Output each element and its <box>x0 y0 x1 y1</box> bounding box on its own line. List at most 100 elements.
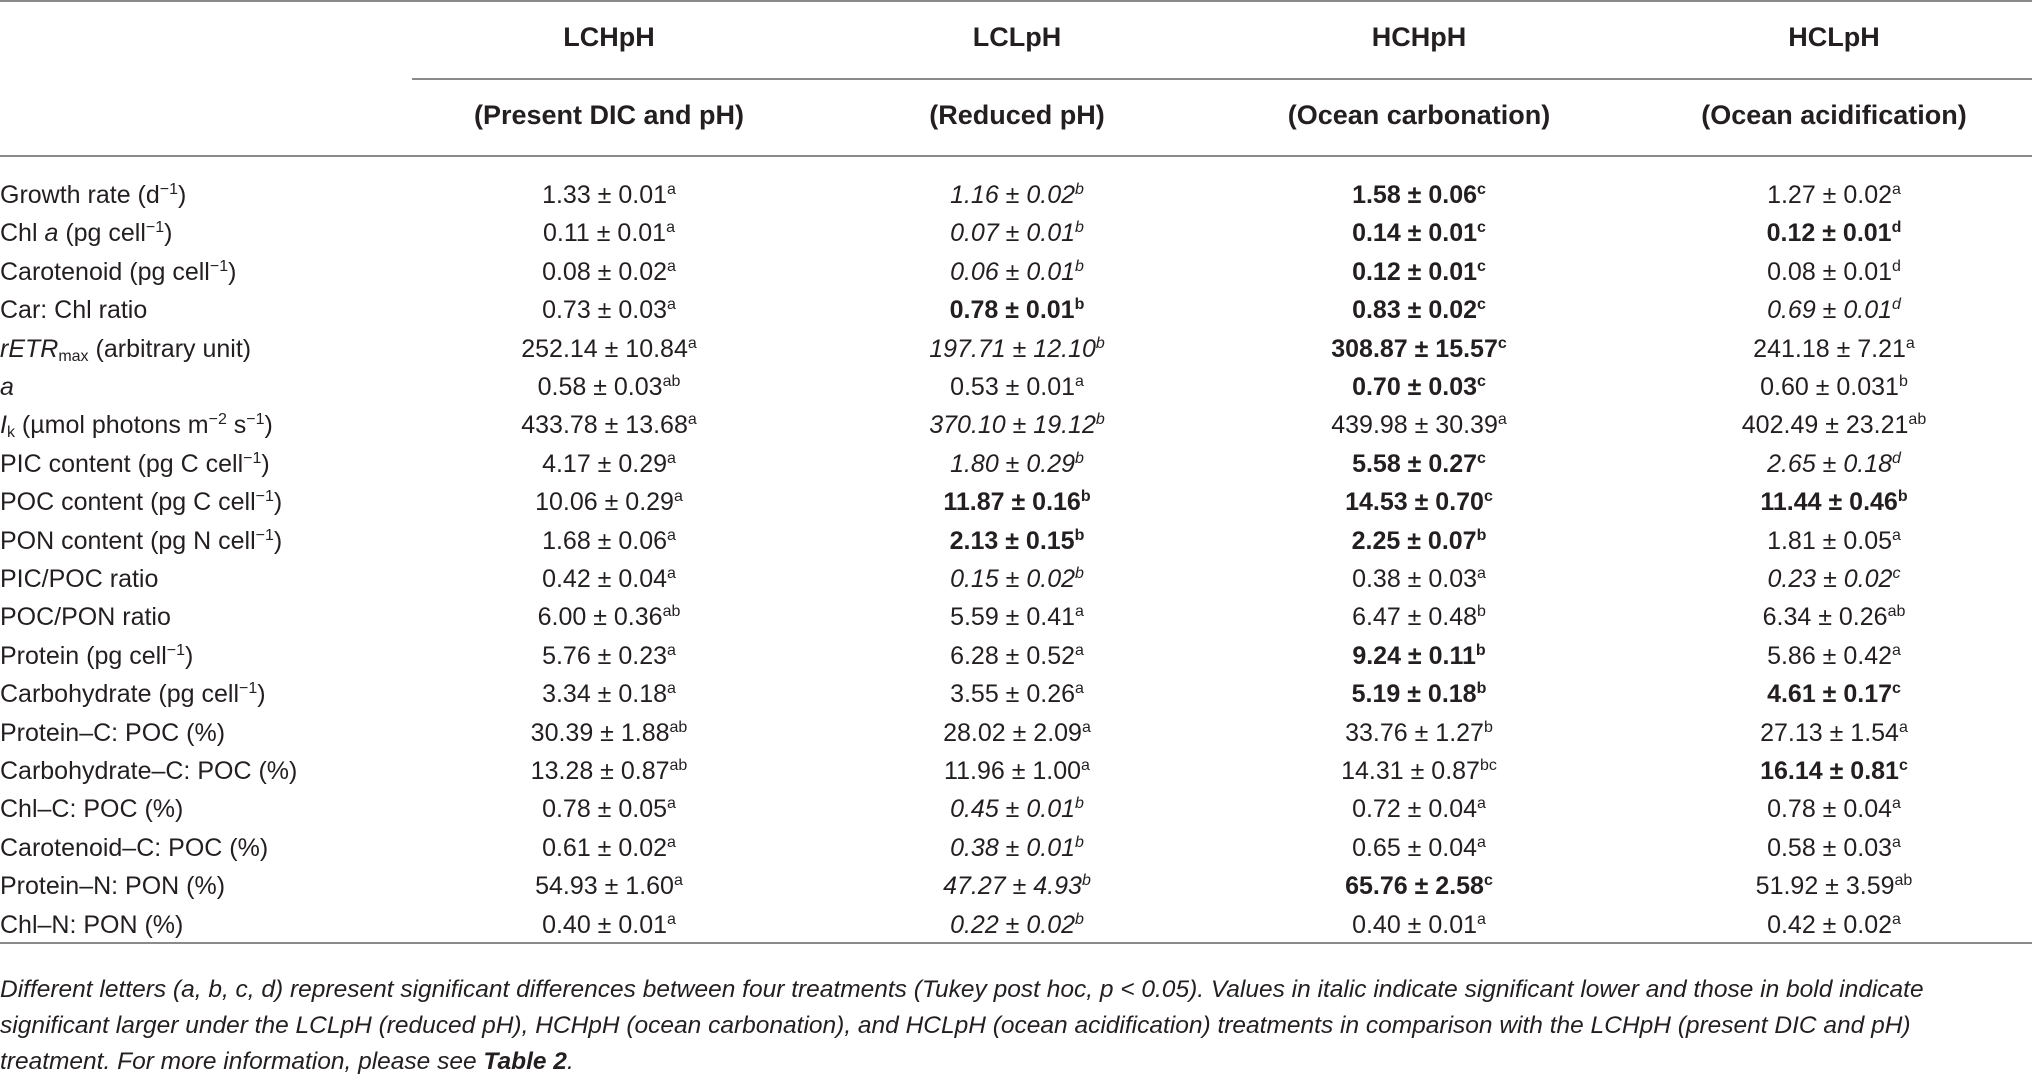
cell-value: 0.40 ± 0.01 <box>542 910 668 939</box>
cell: 0.73 ± 0.03a <box>542 296 676 325</box>
significance-letter: a <box>667 833 676 851</box>
cell: 0.78 ± 0.05a <box>542 795 676 824</box>
cell: 0.40 ± 0.01a <box>542 911 676 940</box>
cell: 0.58 ± 0.03a <box>1767 834 1901 863</box>
cell-value: 51.92 ± 3.59 <box>1755 872 1895 901</box>
cell-value: 5.59 ± 0.41 <box>950 603 1076 632</box>
cell: 0.65 ± 0.04a <box>1352 834 1486 863</box>
text-segment: Carotenoid–C: POC (%) <box>0 833 269 862</box>
significance-letter: c <box>1477 296 1486 314</box>
cell-value: 0.11 ± 0.01 <box>543 219 667 248</box>
cell-value: 0.83 ± 0.02 <box>1352 296 1478 325</box>
cell: 28.02 ± 2.09a <box>943 719 1091 748</box>
significance-letter: c <box>1477 181 1486 198</box>
significance-letter: a <box>1075 373 1084 390</box>
cell-value: 2.13 ± 0.15 <box>949 526 1075 555</box>
cell: 13.28 ± 0.87ab <box>531 757 688 786</box>
cell-value: 65.76 ± 2.58 <box>1345 872 1484 901</box>
cell-value: 0.58 ± 0.03 <box>537 373 663 401</box>
significance-letter: b <box>1075 181 1084 198</box>
cell-value: 11.44 ± 0.46 <box>1760 488 1898 517</box>
cell-value: 1.68 ± 0.06 <box>542 526 668 555</box>
cell: 5.86 ± 0.42a <box>1767 642 1901 671</box>
top-rule <box>0 0 2032 2</box>
significance-letter: a <box>687 411 697 429</box>
row-label: Growth rate (d−1) <box>0 181 186 210</box>
cell: 30.39 ± 1.88ab <box>531 719 688 748</box>
row-label: Car: Chl ratio <box>0 296 147 325</box>
cell: 0.61 ± 0.02a <box>542 834 676 863</box>
cell: 2.13 ± 0.15b <box>950 527 1085 556</box>
cell: 51.92 ± 3.59ab <box>1756 872 1913 901</box>
text-segment: −1 <box>166 641 185 659</box>
cell: 11.44 ± 0.46b <box>1760 488 1907 517</box>
cell: 0.72 ± 0.04a <box>1352 795 1486 824</box>
cell: 0.15 ± 0.02b <box>950 565 1084 594</box>
cell: 0.42 ± 0.02a <box>1767 911 1901 940</box>
row-label: PIC/POC ratio <box>0 565 158 594</box>
text-segment: Chl <box>0 219 45 248</box>
text-segment: Car: Chl ratio <box>0 296 148 325</box>
text-segment: Protein (pg cell <box>0 641 167 670</box>
significance-letter: b <box>1475 641 1486 659</box>
text-segment: ) <box>164 219 173 248</box>
significance-letter: a <box>1892 910 1901 928</box>
cell-value: 5.19 ± 0.18 <box>1351 680 1477 709</box>
cell: 241.18 ± 7.21a <box>1753 335 1915 364</box>
cell-value: 3.55 ± 0.26 <box>950 680 1076 709</box>
cell: 0.11 ± 0.01a <box>543 219 675 248</box>
cell-value: 1.80 ± 0.29 <box>950 449 1076 478</box>
text-segment: ) <box>273 526 283 555</box>
significance-letter: d <box>1892 296 1901 314</box>
text-segment: Chl–C: POC (%) <box>0 795 184 824</box>
cell-value: 433.78 ± 13.68 <box>521 411 688 440</box>
cell: 4.17 ± 0.29a <box>542 450 676 479</box>
cell-value: 11.96 ± 1.00 <box>944 757 1082 785</box>
cell: 9.24 ± 0.11b <box>1352 642 1485 671</box>
cell-value: 0.15 ± 0.02 <box>950 565 1076 593</box>
cell-value: 1.81 ± 0.05 <box>1767 526 1893 555</box>
text-segment: ) <box>264 411 273 440</box>
cell-value: 308.87 ± 15.57 <box>1331 334 1498 363</box>
row-label: PIC content (pg C cell−1) <box>0 450 270 479</box>
cell: 1.27 ± 0.02a <box>1767 181 1901 210</box>
cell-value: 5.86 ± 0.42 <box>1767 641 1893 670</box>
cell-value: 2.25 ± 0.07 <box>1351 526 1477 555</box>
row-label: Carotenoid–C: POC (%) <box>0 834 268 863</box>
cell-value: 28.02 ± 2.09 <box>943 718 1082 747</box>
cell: 5.59 ± 0.41a <box>950 603 1084 632</box>
cell-value: 27.13 ± 1.54 <box>1760 718 1899 747</box>
cell-value: 0.06 ± 0.01 <box>950 257 1076 286</box>
text-segment: ) <box>185 641 194 670</box>
cell-value: 0.42 ± 0.04 <box>542 565 668 593</box>
cell-value: 0.72 ± 0.04 <box>1352 795 1478 824</box>
text-segment: (arbitrary unit) <box>88 334 252 363</box>
cell-value: 0.45 ± 0.01 <box>950 795 1076 824</box>
significance-letter: d <box>1892 257 1901 275</box>
text-segment: −1 <box>145 219 165 237</box>
cell: 6.34 ± 0.26ab <box>1763 603 1906 632</box>
cell-value: 9.24 ± 0.11 <box>1352 641 1476 670</box>
row-label: Carbohydrate (pg cell−1) <box>0 680 266 709</box>
significance-letter: a <box>667 449 676 467</box>
row-label: a <box>0 373 14 402</box>
cell: 1.81 ± 0.05a <box>1767 527 1901 556</box>
text-segment: a <box>0 373 14 401</box>
text-segment: I <box>0 411 7 440</box>
significance-letter: a <box>667 641 676 659</box>
text-segment: Carbohydrate (pg cell <box>0 680 240 709</box>
column-subtitle: (Present DIC and pH) <box>473 100 745 130</box>
significance-letter: c <box>1483 488 1493 506</box>
significance-letter: a <box>1081 757 1090 774</box>
cell: 5.19 ± 0.18b <box>1352 680 1487 709</box>
cell: 16.14 ± 0.81c <box>1760 757 1908 786</box>
significance-letter: c <box>1892 565 1901 582</box>
cell: 0.40 ± 0.01a <box>1352 911 1486 940</box>
row-label: Protein–N: PON (%) <box>0 872 225 901</box>
significance-letter: b <box>1095 411 1105 429</box>
significance-letter: b <box>1898 373 1908 390</box>
significance-letter: c <box>1477 449 1486 467</box>
significance-letter: b <box>1075 257 1084 275</box>
cell: 0.08 ± 0.02a <box>542 258 676 287</box>
text-segment: Protein–C: POC (%) <box>0 718 226 747</box>
